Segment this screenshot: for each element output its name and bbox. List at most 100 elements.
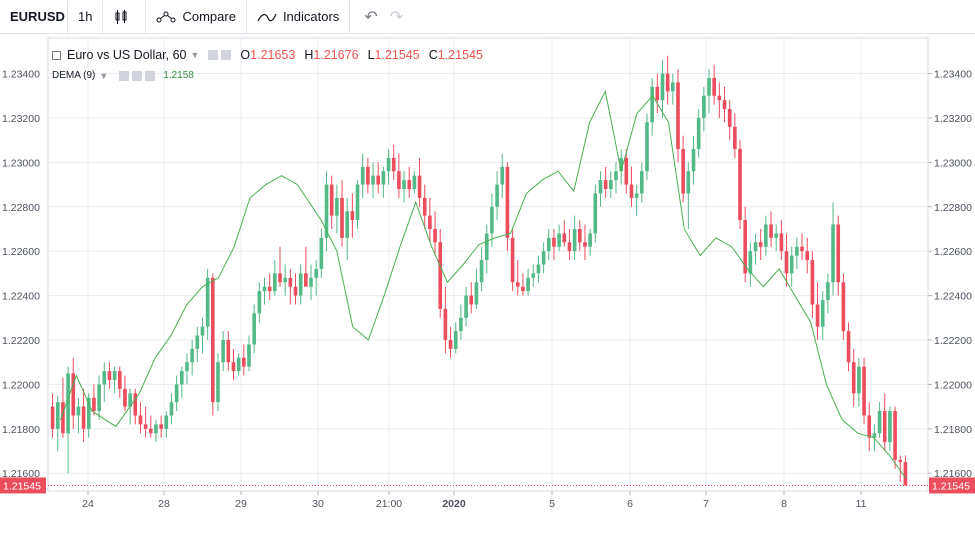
candle-body: [660, 73, 665, 101]
candle-body: [236, 357, 241, 372]
candle-body: [86, 397, 91, 429]
y-tick-label-left: 1.23400: [2, 69, 40, 81]
candle-body: [407, 180, 412, 189]
y-tick-label-left: 1.23000: [2, 157, 40, 169]
indicator-legend: DEMA (9) ▼ 1.2158: [52, 70, 194, 81]
candle-body: [500, 166, 505, 185]
indicator-dropdown-icon[interactable]: ▼: [99, 70, 109, 81]
indicator-value: 1.2158: [163, 70, 194, 81]
candle-body: [309, 277, 313, 287]
candle-body: [624, 157, 629, 185]
y-tick-label-left: 1.22800: [2, 202, 40, 214]
chart-area[interactable]: 1.23400 1.23400 1.23200 1.23200 1.23000 1.230…: [0, 34, 975, 534]
candle-body: [686, 171, 691, 194]
candle-body: [66, 373, 70, 434]
candle-body: [190, 348, 194, 363]
y-tick-label: 1.22800: [934, 202, 972, 214]
y-tick-label-left: 1.23200: [2, 113, 40, 125]
candle-body: [143, 424, 148, 429]
candle-body: [557, 233, 561, 247]
x-tick-label: 2020: [442, 498, 466, 510]
candle-body: [505, 166, 510, 238]
indicators-label: Indicators: [282, 9, 340, 24]
candle-body: [112, 371, 117, 380]
candle-body: [61, 402, 65, 434]
candle-body: [795, 246, 799, 256]
candle-body: [76, 406, 81, 416]
high-value: 1.21676: [313, 48, 359, 62]
candle-body: [779, 233, 784, 252]
candle-body: [764, 224, 768, 247]
candle-body: [366, 166, 370, 185]
dema-line: [60, 89, 906, 478]
candle-body: [422, 197, 427, 216]
y-tick-label: 1.22000: [934, 379, 972, 391]
redo-icon[interactable]: ↷: [389, 8, 404, 26]
candle-body: [464, 295, 468, 318]
y-tick-label: 1.21600: [934, 468, 972, 480]
candle-body: [634, 193, 639, 198]
indicator-close-icon[interactable]: [145, 70, 156, 81]
undo-icon[interactable]: ↶: [364, 8, 378, 26]
candle-body: [619, 157, 623, 172]
candle-body: [329, 184, 334, 216]
candle-body: [655, 86, 660, 101]
candles-icon: [115, 9, 127, 24]
candle-body: [397, 171, 401, 189]
y-tick-label: 1.22200: [934, 335, 972, 347]
candle-body: [443, 308, 448, 340]
candle-body: [81, 406, 86, 429]
symbol-button[interactable]: EURUSD: [0, 0, 68, 34]
low-label: L: [367, 48, 375, 62]
candle-body: [593, 193, 598, 234]
indicator-eye-icon[interactable]: [119, 70, 130, 81]
chart-type-button[interactable]: [103, 0, 147, 34]
price-chart[interactable]: 1.23400 1.23400 1.23200 1.23200 1.23000 1.230…: [0, 34, 975, 534]
candle-body: [148, 428, 153, 434]
candle-body: [598, 180, 603, 194]
candle-body: [650, 86, 654, 123]
candle-body: [707, 77, 711, 96]
candle-body: [123, 388, 127, 407]
candle-body: [743, 220, 747, 274]
y-tick-label-left: 1.22000: [2, 379, 40, 391]
candle-body: [314, 268, 318, 278]
candle-body: [588, 233, 592, 247]
candle-body: [262, 286, 267, 292]
candle-body: [800, 246, 804, 252]
indicators-button[interactable]: Indicators: [247, 0, 351, 34]
candle-body: [748, 251, 753, 274]
candle-body: [211, 277, 215, 403]
low-value: 1.21545: [374, 48, 420, 62]
candle-body: [433, 228, 437, 243]
last-price-label-left: 1.21545: [3, 480, 41, 492]
series-eye-icon[interactable]: [221, 50, 232, 60]
candle-body: [469, 295, 474, 305]
compare-button[interactable]: Compare: [146, 0, 247, 34]
candle-body: [888, 411, 892, 443]
candle-body: [712, 77, 716, 96]
collapse-legend-icon[interactable]: [52, 50, 61, 60]
candle-body: [877, 411, 882, 434]
y-tick-label: 1.21800: [934, 424, 972, 436]
candle-body: [195, 335, 200, 349]
candle-body: [412, 175, 417, 189]
title-dropdown-icon[interactable]: ▼: [190, 50, 200, 60]
high-label: H: [304, 48, 314, 62]
candle-body: [428, 215, 432, 229]
candle-body: [386, 157, 391, 172]
indicator-settings-icon[interactable]: [132, 70, 143, 81]
series-settings-icon[interactable]: [208, 50, 219, 60]
candle-body: [221, 340, 225, 363]
candle-body: [154, 424, 158, 434]
x-tick-label: 28: [158, 498, 170, 510]
candle-body: [738, 149, 742, 221]
y-tick-label-left: 1.22200: [2, 335, 40, 347]
candle-body: [376, 175, 381, 185]
candle-body: [510, 237, 515, 283]
interval-button[interactable]: 1h: [68, 0, 104, 34]
x-tick-label: 5: [549, 498, 555, 510]
candle-body: [552, 237, 556, 247]
y-tick-label: 1.23000: [934, 157, 972, 169]
candle-body: [55, 402, 60, 429]
